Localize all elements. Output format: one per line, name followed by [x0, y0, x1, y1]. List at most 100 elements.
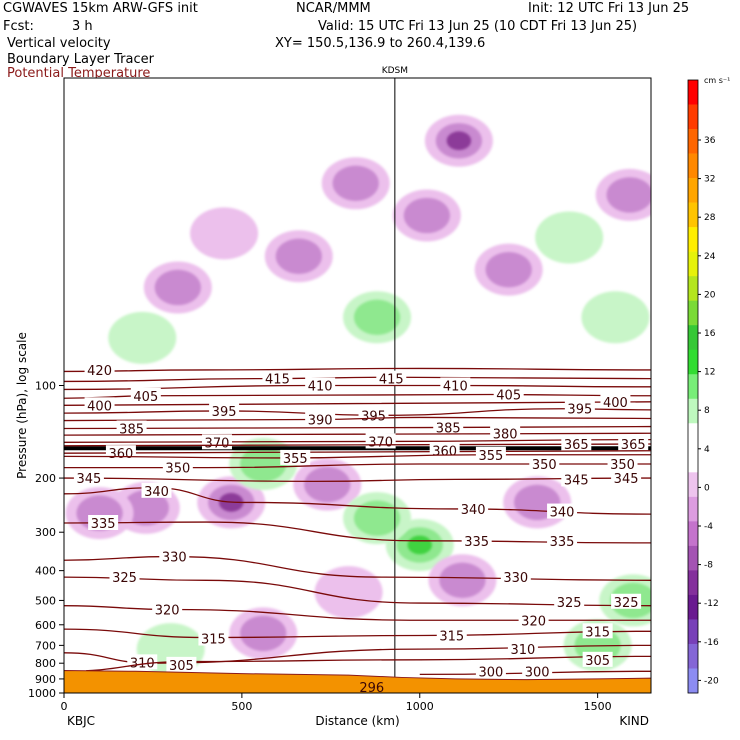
x-tick-label: 0 — [61, 700, 68, 713]
contour-label: 345 — [564, 473, 589, 488]
contour-label-bg — [522, 663, 553, 679]
contour-label: 395 — [567, 403, 592, 418]
colorbar-segment — [688, 423, 698, 449]
cross-section-coords: XY= 150.5,136.9 to 260.4,139.6 — [275, 36, 486, 51]
w-blob — [606, 177, 651, 213]
contour-label-bg — [109, 569, 140, 585]
contour-label-bg — [461, 532, 492, 548]
contour-label-bg — [458, 500, 489, 516]
theta-contour — [64, 628, 651, 639]
contour-label: 370 — [368, 435, 393, 450]
colorbar-tick-label: 8 — [704, 406, 710, 416]
y-tick-label: 300 — [35, 526, 56, 539]
w-blob — [581, 291, 650, 344]
colorbar-tick-label: 16 — [704, 329, 716, 339]
w-blob — [275, 238, 322, 274]
theta-contour — [64, 432, 651, 436]
contour-label-bg — [564, 400, 595, 416]
contour-label-bg — [84, 361, 115, 377]
contour-label-bg — [433, 419, 464, 435]
contour-label: 410 — [308, 380, 333, 395]
contour-label-bg — [130, 387, 161, 403]
colorbar-tick-label: 20 — [704, 290, 716, 300]
colorbar-segment — [688, 643, 698, 669]
contour-label-bg — [611, 470, 642, 486]
contour-label-bg — [561, 471, 592, 487]
contour-label-bg — [262, 370, 293, 386]
contour-label: 385 — [119, 423, 144, 438]
w-blob — [535, 211, 604, 264]
colorbar-segment — [688, 594, 698, 620]
y-tick-label: 200 — [35, 472, 56, 485]
contour-label: 335 — [91, 517, 116, 532]
theta-contour — [64, 487, 651, 515]
colorbar-segment — [688, 545, 698, 571]
terrain-label: 296 — [359, 681, 384, 696]
colorbar-segment — [688, 227, 698, 252]
y-tick-label: 700 — [35, 639, 56, 652]
endpoint-right: KIND — [619, 714, 649, 728]
w-blob — [108, 311, 177, 364]
colorbar-segment — [688, 276, 698, 301]
contour-label: 355 — [478, 449, 503, 464]
contour-label: 340 — [144, 485, 169, 500]
contour-label-bg — [429, 442, 460, 458]
colorbar-segment — [688, 496, 698, 522]
contour-label: 365 — [564, 438, 589, 453]
w-blob — [154, 269, 201, 306]
theta-contour — [64, 521, 651, 544]
colorbar-tick-label: -4 — [704, 522, 713, 532]
contour-label: 405 — [496, 389, 521, 404]
forecast-hour: 3 h — [72, 19, 93, 34]
contour-label: 320 — [155, 603, 180, 618]
colorbar-segment — [688, 178, 698, 203]
colorbar-tick-label: -12 — [704, 599, 719, 609]
x-axis-title: Distance (km) — [315, 714, 399, 728]
contour-label: 350 — [165, 462, 190, 477]
theta-contour — [64, 401, 651, 406]
contour-label: 315 — [201, 633, 226, 648]
contour-label-bg — [436, 627, 467, 643]
field-potential-temperature: Potential Temperature — [7, 66, 151, 81]
contour-label-bg — [600, 393, 631, 409]
contour-label: 310 — [511, 643, 536, 658]
contour-label-bg — [162, 459, 193, 475]
contour-label-bg — [198, 630, 229, 646]
valid-time: Valid: 15 UTC Fri 13 Jun 25 (10 CDT Fri … — [318, 19, 638, 34]
contour-label: 315 — [439, 629, 464, 644]
theta-contour — [64, 384, 651, 391]
w-blob — [353, 299, 401, 335]
theta-contour — [64, 555, 651, 581]
colorbar-segment — [688, 398, 698, 424]
y-tick-label: 1000 — [28, 687, 56, 700]
theta-contour — [64, 425, 651, 430]
contour-label: 415 — [265, 373, 290, 388]
contour-label-bg — [582, 623, 613, 639]
contour-label: 300 — [478, 665, 503, 680]
x-tick-label: 500 — [231, 700, 252, 713]
theta-contour — [64, 655, 651, 672]
colorbar-segment — [688, 104, 698, 130]
forecast-label: Fcst: — [3, 19, 34, 34]
colorbar-segment — [688, 570, 698, 596]
theta-contour — [64, 454, 651, 459]
w-blob — [485, 251, 532, 288]
w-blob — [304, 466, 351, 503]
theta-contour — [64, 376, 651, 383]
field-vertical-velocity: Vertical velocity — [7, 36, 111, 51]
w-blob — [403, 197, 450, 234]
contour-label-bg — [490, 425, 521, 441]
w-blob — [439, 562, 486, 598]
contour-label: 415 — [379, 373, 404, 388]
contour-label: 400 — [603, 396, 628, 411]
w-blob — [446, 131, 472, 151]
w-blob — [240, 446, 287, 482]
colorbar-tick-label: 24 — [704, 252, 716, 262]
contour-label-bg — [607, 455, 638, 471]
org-label: NCAR/MMM — [296, 1, 371, 16]
contour-label: 410 — [443, 380, 468, 395]
colorbar-segment — [688, 521, 698, 547]
contour-label-bg — [280, 449, 311, 465]
contour-label-bg — [116, 420, 147, 436]
